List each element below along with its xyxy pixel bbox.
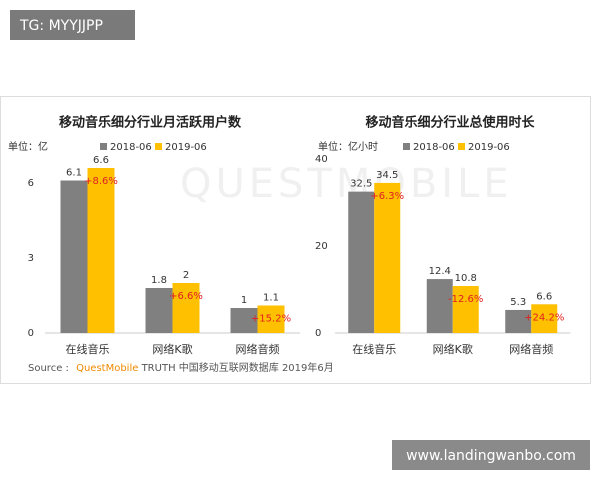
data-label: 1.1 <box>263 293 279 304</box>
x-tick-label: 在线音乐 <box>66 342 110 356</box>
unit-label: 单位：亿 <box>8 140 48 153</box>
growth-annotation: +6.3% <box>370 191 404 202</box>
growth-annotation: -12.6% <box>448 294 483 305</box>
data-label: 34.5 <box>376 170 398 181</box>
data-label: 12.4 <box>429 266 451 277</box>
bar <box>257 305 285 333</box>
data-label: 6.1 <box>66 168 82 179</box>
legend-swatch <box>155 143 162 150</box>
x-tick-label: 在线音乐 <box>352 342 396 356</box>
data-label: 10.8 <box>455 273 477 284</box>
y-tick-label: 0 <box>28 328 34 339</box>
x-tick-label: 网络K歌 <box>152 342 192 356</box>
data-label: 6.6 <box>93 155 109 166</box>
tag-text: TG: MYYJJPP <box>19 18 103 34</box>
y-tick-label: 20 <box>315 241 328 252</box>
legend-swatch <box>403 143 410 150</box>
x-tick-label: 网络K歌 <box>433 342 473 356</box>
bar <box>505 309 532 333</box>
y-tick-label: 0 <box>315 328 321 339</box>
legend-swatch <box>100 143 107 150</box>
source-brand: QuestMobile <box>76 363 138 374</box>
data-label: 1 <box>241 295 247 306</box>
x-tick-label: 网络音频 <box>509 342 553 356</box>
bar <box>348 191 375 333</box>
growth-annotation: +24.2% <box>524 312 564 323</box>
y-tick-label: 3 <box>28 253 34 264</box>
legend-label: 2019-06 <box>468 142 510 153</box>
chart-title: 移动音乐细分行业总使用时长 <box>365 115 535 131</box>
source-label: Source : <box>28 363 69 374</box>
data-label: 1.8 <box>151 275 167 286</box>
data-label: 6.6 <box>536 291 552 302</box>
watermark: QUESTMOBILE <box>180 161 513 207</box>
data-label: 32.5 <box>350 179 372 190</box>
bar <box>87 168 115 333</box>
bar <box>426 279 453 333</box>
x-tick-label: 网络音频 <box>236 342 280 356</box>
chart-title: 移动音乐细分行业月活跃用户数 <box>59 115 242 131</box>
site-badge <box>392 440 590 470</box>
bar <box>230 308 258 333</box>
bar <box>172 283 200 333</box>
site-text: www.landingwanbo.com <box>406 448 576 464</box>
source-text: TRUTH 中国移动互联网数据库 2019年6月 <box>141 361 334 374</box>
bar <box>60 180 88 333</box>
growth-annotation: +15.2% <box>251 314 291 325</box>
source: Source : QuestMobile TRUTH 中国移动互联网数据库 20… <box>28 361 334 374</box>
growth-annotation: +6.6% <box>169 291 203 302</box>
tag-badge <box>10 10 135 40</box>
data-label: 5.3 <box>510 297 526 308</box>
legend-label: 2018-06 <box>413 142 455 153</box>
y-tick-label: 6 <box>28 178 34 189</box>
bar <box>452 286 479 333</box>
unit-label: 单位：亿小时 <box>318 140 378 153</box>
bar <box>374 182 401 333</box>
y-tick-label: 40 <box>315 154 328 165</box>
bar <box>145 288 173 333</box>
legend-label: 2018-06 <box>110 142 152 153</box>
growth-annotation: +8.6% <box>84 176 118 187</box>
legend-label: 2019-06 <box>165 142 207 153</box>
data-label: 2 <box>183 270 189 281</box>
bar <box>531 304 558 333</box>
legend-swatch <box>458 143 465 150</box>
